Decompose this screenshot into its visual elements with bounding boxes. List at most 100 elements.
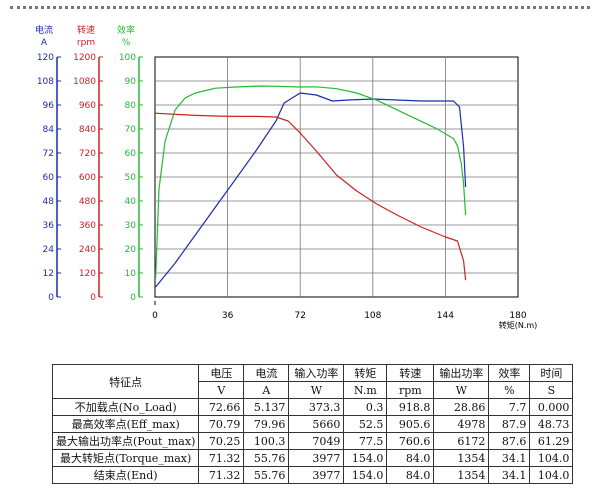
y-tick-label: 0 xyxy=(48,293,54,303)
cell-input-power: 7049 xyxy=(288,432,345,450)
y-tick-label: 20 xyxy=(125,245,137,255)
header-feature-point: 特征点 xyxy=(51,364,200,399)
y-tick-label: 240 xyxy=(79,245,96,255)
y-tick-label: 108 xyxy=(37,77,54,87)
y-tick-label: 720 xyxy=(79,149,96,159)
table-row: 最大转矩点(Torque_max) 71.32 55.76 3977 154.0… xyxy=(51,449,574,467)
y-tick-label: 600 xyxy=(79,173,96,183)
cell-output-power: 4978 xyxy=(433,415,490,433)
table-header-row-1: 特征点 电压 电流 输入功率 转矩 转速 输出功率 效率 时间 xyxy=(51,364,574,399)
axis-unit-eff: % xyxy=(122,38,131,48)
cell-time: 104.0 xyxy=(529,449,574,467)
cell-speed: 84.0 xyxy=(386,449,435,467)
axis-name-current: 电流 xyxy=(35,24,53,36)
header-time: 时间 xyxy=(529,364,574,382)
y-tick-label: 0 xyxy=(130,293,136,303)
x-tick-label: 0 xyxy=(152,311,158,321)
row-label: 结束点(End) xyxy=(51,466,200,484)
cell-efficiency: 7.7 xyxy=(488,398,531,416)
row-label: 最大转矩点(Torque_max) xyxy=(51,449,200,467)
cell-time: 48.73 xyxy=(529,415,574,433)
axis-unit-speed: rpm xyxy=(77,38,95,48)
unit-time: S xyxy=(529,381,574,399)
y-tick-label: 70 xyxy=(125,125,137,135)
y-tick-label: 0 xyxy=(90,293,96,303)
y-tick-label: 72 xyxy=(43,149,54,159)
cell-current: 100.3 xyxy=(243,432,290,450)
row-label: 最大输出功率点(Pout_max) xyxy=(51,432,200,450)
top-dotted-rule xyxy=(10,6,590,10)
table-header-row-2: V A W N.m rpm W % S xyxy=(53,381,574,399)
header-voltage: 电压 xyxy=(198,364,245,382)
header-speed: 转速 xyxy=(386,364,435,382)
y-tick-label: 360 xyxy=(79,221,96,231)
y-tick-label: 80 xyxy=(125,101,137,111)
header-efficiency: 效率 xyxy=(488,364,531,382)
header-current: 电流 xyxy=(243,364,290,382)
header-torque: 转矩 xyxy=(343,364,388,382)
y-tick-label: 480 xyxy=(79,197,96,207)
cell-input-power: 3977 xyxy=(288,466,345,484)
y-tick-label: 840 xyxy=(79,125,96,135)
characteristic-points-table: 特征点 电压 电流 输入功率 转矩 转速 输出功率 效率 时间 V A W N.… xyxy=(51,364,574,484)
cell-efficiency: 87.9 xyxy=(488,415,531,433)
cell-current: 5.137 xyxy=(243,398,290,416)
y-tick-label: 40 xyxy=(125,197,137,207)
y-tick-label: 12 xyxy=(43,269,54,279)
unit-efficiency: % xyxy=(488,381,531,399)
cell-torque: 154.0 xyxy=(343,449,388,467)
cell-input-power: 3977 xyxy=(288,449,345,467)
y-tick-label: 60 xyxy=(43,173,55,183)
cell-output-power: 1354 xyxy=(433,449,490,467)
unit-speed: rpm xyxy=(386,381,435,399)
cell-time: 104.0 xyxy=(529,466,574,484)
cell-current: 55.76 xyxy=(243,466,290,484)
x-tick-label: 144 xyxy=(437,311,454,321)
cell-speed: 905.6 xyxy=(386,415,435,433)
x-tick-label: 108 xyxy=(364,311,381,321)
cell-speed: 760.6 xyxy=(386,432,435,450)
cell-current: 79.96 xyxy=(243,415,290,433)
cell-output-power: 1354 xyxy=(433,466,490,484)
y-tick-label: 120 xyxy=(79,269,96,279)
cell-voltage: 72.66 xyxy=(198,398,245,416)
cell-voltage: 71.32 xyxy=(198,466,245,484)
unit-output-power: W xyxy=(433,381,490,399)
cell-time: 61.29 xyxy=(529,432,574,450)
unit-torque: N.m xyxy=(343,381,388,399)
unit-input-power: W xyxy=(288,381,345,399)
y-tick-label: 24 xyxy=(43,245,55,255)
table-row: 最大输出功率点(Pout_max) 70.25 100.3 7049 77.5 … xyxy=(51,432,574,450)
cell-efficiency: 34.1 xyxy=(488,449,531,467)
x-axis-label: 转矩(N.m) xyxy=(499,320,538,330)
x-tick-label: 36 xyxy=(222,311,234,321)
row-label: 不加载点(No_Load) xyxy=(51,398,200,416)
table-row: 结束点(End) 71.32 55.76 3977 154.0 84.0 135… xyxy=(51,466,574,484)
y-tick-label: 120 xyxy=(37,53,54,63)
series-line-eff xyxy=(155,85,467,279)
cell-current: 55.76 xyxy=(243,449,290,467)
table-row: 最高效率点(Eff_max) 70.79 79.96 5660 52.5 905… xyxy=(51,415,574,433)
table-row: 不加载点(No_Load) 72.66 5.137 373.3 0.3 918.… xyxy=(51,398,574,416)
cell-input-power: 5660 xyxy=(288,415,345,433)
unit-current: A xyxy=(243,381,290,399)
cell-speed: 918.8 xyxy=(386,398,435,416)
axis-name-eff: 效率 xyxy=(117,24,135,36)
cell-speed: 84.0 xyxy=(386,466,435,484)
y-tick-label: 100 xyxy=(119,53,136,63)
y-tick-label: 90 xyxy=(125,77,137,87)
cell-voltage: 70.79 xyxy=(198,415,245,433)
y-tick-label: 10 xyxy=(125,269,137,279)
y-tick-label: 50 xyxy=(125,173,137,183)
axis-name-speed: 转速 xyxy=(77,24,95,36)
axis-unit-current: A xyxy=(41,38,48,48)
x-tick-label: 180 xyxy=(509,311,526,321)
series-line-speed xyxy=(155,112,467,281)
cell-voltage: 71.32 xyxy=(198,449,245,467)
cell-time: 0.000 xyxy=(529,398,574,416)
cell-efficiency: 87.6 xyxy=(488,432,531,450)
y-tick-label: 36 xyxy=(43,221,55,231)
cell-output-power: 6172 xyxy=(433,432,490,450)
y-tick-label: 30 xyxy=(125,221,137,231)
